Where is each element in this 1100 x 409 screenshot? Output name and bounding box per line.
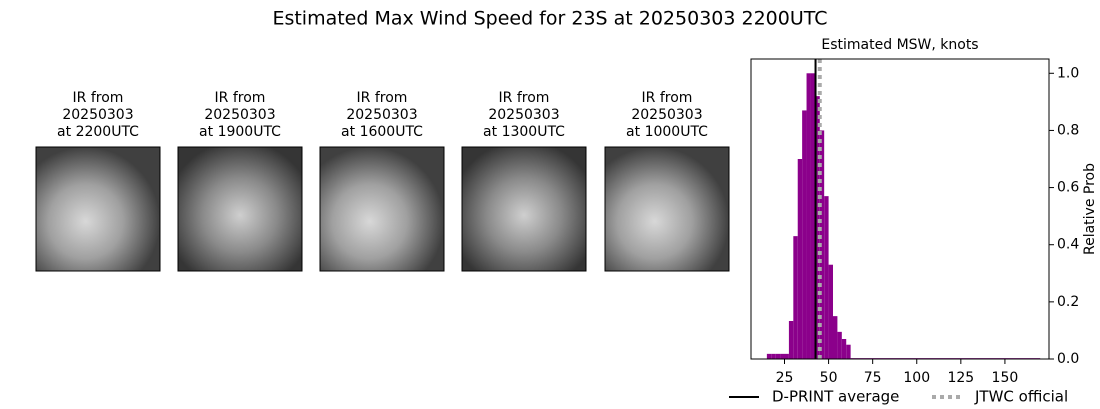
bar bbox=[819, 130, 825, 359]
panel-title: IR from bbox=[499, 90, 550, 106]
legend-label: D-PRINT average bbox=[772, 388, 899, 406]
legend-label: JTWC official bbox=[974, 388, 1068, 406]
bar bbox=[846, 344, 851, 359]
bar bbox=[806, 73, 811, 360]
bar bbox=[810, 73, 816, 360]
bar bbox=[780, 353, 785, 359]
bar bbox=[784, 353, 789, 359]
ir-image bbox=[319, 146, 445, 272]
panel-title: at 2200UTC bbox=[57, 124, 139, 140]
bar bbox=[775, 353, 781, 359]
y-tick-label: 1.0 bbox=[1057, 65, 1079, 81]
ir-image bbox=[604, 146, 730, 272]
plot-frame bbox=[750, 58, 1050, 360]
y-axis-label: Relative Prob bbox=[1082, 163, 1098, 255]
ir-image bbox=[461, 146, 587, 272]
bar bbox=[824, 196, 829, 359]
bar bbox=[828, 264, 833, 359]
panel-title: IR from bbox=[642, 90, 693, 106]
panel-title: at 1000UTC bbox=[626, 124, 708, 140]
y-tick-label: 0.4 bbox=[1057, 237, 1079, 253]
bar bbox=[815, 96, 820, 360]
x-tick-label: 125 bbox=[947, 370, 974, 386]
histogram-chart: Estimated MSW, knots 25 50 75 100 125 150 0.0 0.… bbox=[729, 37, 1098, 406]
bar bbox=[837, 331, 842, 359]
panel-title: IR from bbox=[73, 90, 124, 106]
bar bbox=[797, 159, 803, 359]
panel-title: at 1900UTC bbox=[199, 124, 281, 140]
y-tick-label: 0.8 bbox=[1057, 122, 1079, 138]
panel-title: IR from bbox=[215, 90, 266, 106]
panel-title: 20250303 bbox=[631, 107, 702, 123]
bar bbox=[766, 353, 772, 359]
bar bbox=[832, 316, 838, 359]
panel-title: at 1300UTC bbox=[483, 124, 565, 140]
bar bbox=[771, 353, 776, 359]
panel-title: 20250303 bbox=[346, 107, 417, 123]
chart-title: Estimated MSW, knots bbox=[821, 37, 978, 53]
x-tick-label: 100 bbox=[903, 370, 930, 386]
x-tick-label: 75 bbox=[864, 370, 882, 386]
y-tick-label: 0.6 bbox=[1057, 180, 1079, 196]
ir-image bbox=[177, 146, 303, 272]
x-tick-label: 50 bbox=[820, 370, 838, 386]
ir-image bbox=[35, 146, 161, 272]
figure-title: Estimated Max Wind Speed for 23S at 2025… bbox=[272, 8, 827, 30]
x-tick-label: 150 bbox=[992, 370, 1019, 386]
panel-title: at 1600UTC bbox=[341, 124, 423, 140]
panel-title: 20250303 bbox=[488, 107, 559, 123]
bar bbox=[793, 236, 798, 359]
bar bbox=[788, 321, 794, 359]
panel-title: 20250303 bbox=[62, 107, 133, 123]
y-tick-label: 0.2 bbox=[1057, 294, 1079, 310]
panel-title: 20250303 bbox=[204, 107, 275, 123]
bar bbox=[841, 339, 847, 359]
bar bbox=[802, 110, 807, 359]
panel-title: IR from bbox=[357, 90, 408, 106]
y-tick-label: 0.0 bbox=[1057, 351, 1079, 367]
x-tick-label: 25 bbox=[776, 370, 794, 386]
